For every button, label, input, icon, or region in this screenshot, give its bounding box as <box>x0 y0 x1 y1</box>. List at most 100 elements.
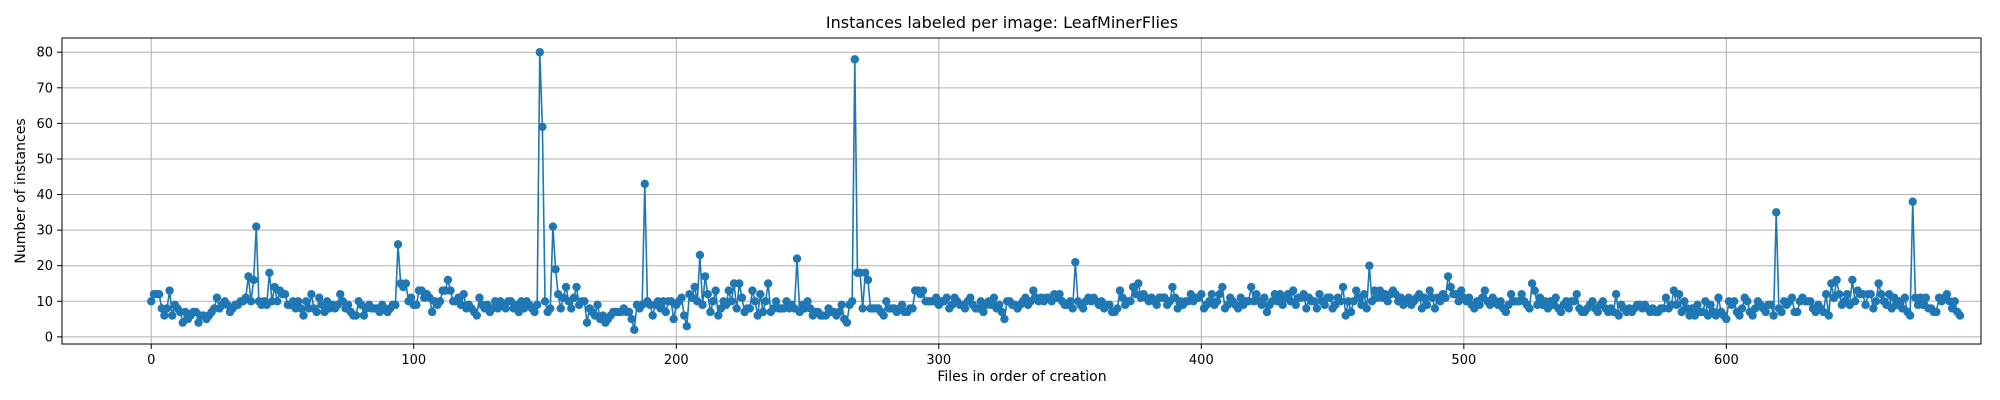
data-point <box>567 304 576 313</box>
data-point <box>695 250 705 260</box>
data-point <box>1362 304 1371 313</box>
x-axis-label: Files in order of creation <box>937 369 1106 385</box>
data-point <box>861 268 870 278</box>
data-point <box>1068 304 1077 313</box>
data-point <box>580 297 589 306</box>
data-point <box>834 307 844 317</box>
data-point <box>299 311 308 320</box>
data-point <box>532 300 542 310</box>
data-point <box>246 297 256 306</box>
data-point <box>1869 304 1878 313</box>
data-point <box>1874 279 1883 288</box>
data-point <box>1312 304 1322 313</box>
data-point <box>351 311 361 320</box>
data-point <box>640 179 649 189</box>
data-point <box>1737 304 1747 313</box>
grid <box>62 38 1981 344</box>
data-point <box>792 254 802 263</box>
x-axis-ticks: 0 100 200 300 400 500 600 <box>147 344 1739 368</box>
y-tick-label: 20 <box>36 259 53 274</box>
data-point <box>1168 282 1177 292</box>
data-point <box>1772 208 1781 217</box>
data-point <box>1900 293 1910 302</box>
data-point <box>446 286 455 295</box>
data-point <box>1501 307 1511 317</box>
data-point <box>1346 307 1356 317</box>
data-point <box>1152 300 1161 310</box>
data-point <box>412 300 421 310</box>
data-point <box>700 272 710 281</box>
data-point <box>1551 293 1560 302</box>
data-point <box>745 304 754 313</box>
data-point <box>1530 286 1539 295</box>
data-point <box>475 293 484 302</box>
data-point <box>1527 279 1537 288</box>
y-axis-ticks: 0 10 20 30 40 50 60 70 80 <box>36 46 62 345</box>
data-point <box>1921 293 1931 302</box>
y-tick-label: 0 <box>45 330 53 345</box>
data-point <box>1212 297 1222 306</box>
data-point <box>918 286 928 295</box>
data-point <box>165 286 174 295</box>
data-point <box>1291 300 1301 310</box>
data-point <box>771 297 781 306</box>
data-point <box>1848 275 1857 285</box>
data-point <box>803 297 812 306</box>
series-line-group <box>147 48 1965 334</box>
data-point <box>1556 307 1566 317</box>
data-point <box>530 307 539 317</box>
data-point <box>168 311 177 320</box>
data-point <box>1955 311 1965 320</box>
data-point <box>1352 286 1361 295</box>
data-point <box>698 300 707 310</box>
data-point <box>1908 197 1917 206</box>
data-point <box>249 275 258 285</box>
data-point <box>1761 307 1770 317</box>
data-point <box>1693 300 1702 310</box>
data-point <box>1359 289 1369 299</box>
data-point <box>661 307 670 317</box>
data-point <box>307 289 316 299</box>
data-point <box>1260 293 1269 302</box>
y-tick-label: 10 <box>36 295 53 310</box>
data-point <box>301 297 311 306</box>
x-tick-label: 0 <box>147 353 155 368</box>
data-point <box>1525 304 1534 313</box>
data-point <box>850 55 859 64</box>
data-point <box>1383 297 1392 306</box>
data-point <box>837 300 846 310</box>
plot-frame <box>61 37 1982 345</box>
data-point <box>1126 297 1135 306</box>
data-point <box>1496 297 1505 306</box>
data-point <box>1257 300 1266 310</box>
data-point <box>1672 300 1681 310</box>
data-point <box>677 293 686 302</box>
data-point <box>1420 293 1429 302</box>
data-point <box>1247 282 1256 292</box>
data-point <box>761 297 770 306</box>
data-point <box>1055 289 1064 299</box>
data-point <box>748 286 757 295</box>
data-point <box>593 300 602 310</box>
x-tick-label: 200 <box>664 353 689 368</box>
data-point <box>401 279 411 288</box>
data-point <box>1289 286 1298 295</box>
data-point <box>1569 297 1579 306</box>
data-point <box>1593 307 1602 317</box>
data-point <box>1078 304 1088 313</box>
data-point <box>1215 289 1224 299</box>
data-point <box>252 222 261 231</box>
data-point <box>1506 289 1516 299</box>
data-point <box>1871 297 1881 306</box>
data-point <box>1942 289 1952 299</box>
data-point <box>1730 297 1739 306</box>
y-tick-label: 70 <box>36 81 53 96</box>
data-point <box>732 304 741 313</box>
data-point <box>630 325 639 334</box>
data-point <box>1866 289 1875 299</box>
data-point <box>1105 300 1114 310</box>
data-point <box>572 282 581 292</box>
data-point <box>1000 314 1009 324</box>
data-point <box>1766 300 1776 310</box>
data-point <box>147 297 156 306</box>
